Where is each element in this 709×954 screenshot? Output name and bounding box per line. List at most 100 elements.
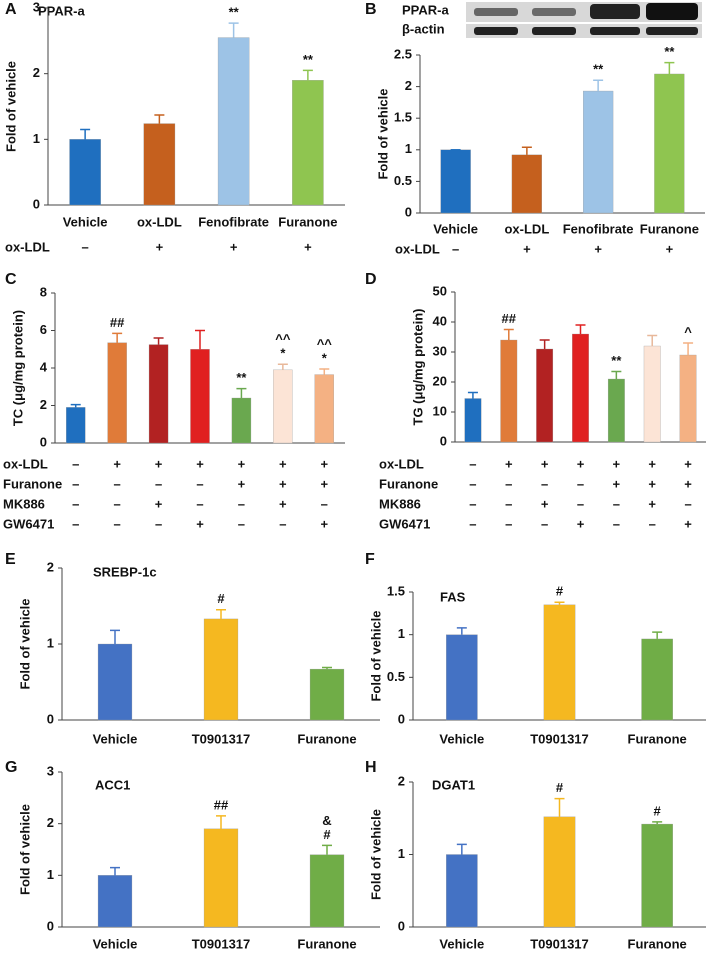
x-tick-label: Furanone [297, 731, 356, 746]
treatment-sign: – [469, 476, 476, 491]
treatment-name: ox-LDL [379, 456, 424, 471]
bar [97, 643, 133, 721]
y-axis-label: Fold of vehicle [368, 610, 383, 701]
treatment-name: ox-LDL [5, 239, 50, 254]
bar [641, 823, 673, 928]
bar [543, 604, 576, 721]
y-tick-label: 2 [47, 559, 54, 574]
significance-mark: ** [229, 5, 240, 20]
treatment-sign: – [505, 516, 512, 531]
y-tick-label: 2 [405, 78, 412, 93]
treatment-sign: – [505, 476, 512, 491]
treatment-sign: – [114, 496, 121, 511]
blot-band [590, 27, 640, 35]
y-tick-label: 20 [433, 373, 447, 388]
y-tick-label: 4 [40, 359, 48, 374]
treatment-sign: + [155, 496, 163, 511]
y-tick-label: 0.5 [394, 173, 412, 188]
treatment-sign: – [684, 496, 691, 511]
treatment-sign: + [113, 456, 121, 471]
blot-band [590, 4, 640, 19]
y-tick-label: 1 [405, 141, 412, 156]
y-tick-label: 30 [433, 343, 447, 358]
y-tick-label: 0 [47, 918, 54, 933]
treatment-sign: + [505, 456, 513, 471]
bar [654, 73, 685, 214]
panel-title: SREBP-1c [93, 564, 157, 579]
y-tick-label: 2 [40, 397, 47, 412]
bar [217, 37, 250, 206]
x-tick-label: Furanone [297, 936, 356, 951]
treatment-name: Furanone [3, 476, 62, 491]
treatment-name: ox-LDL [395, 241, 440, 256]
treatment-name: Furanone [379, 476, 438, 491]
x-tick-label: Vehicle [63, 214, 108, 229]
significance-mark: ^ [684, 324, 692, 339]
error-bar [228, 22, 239, 38]
treatment-sign: + [279, 496, 287, 511]
treatment-sign: + [648, 496, 656, 511]
error-bar [319, 368, 330, 375]
y-tick-label: 2 [47, 815, 54, 830]
treatment-sign: + [196, 516, 204, 531]
treatment-sign: + [230, 239, 238, 254]
treatment-sign: – [577, 476, 584, 491]
treatment-sign: – [196, 496, 203, 511]
treatment-sign: + [684, 516, 692, 531]
y-tick-label: 50 [433, 283, 447, 298]
treatment-sign: – [72, 496, 79, 511]
x-tick-label: T0901317 [530, 731, 589, 746]
error-bar [112, 332, 123, 343]
bar [607, 378, 625, 443]
bar [536, 348, 554, 443]
error-bar [154, 114, 165, 124]
bar [309, 668, 345, 721]
blot-band [646, 27, 698, 35]
treatment-sign: + [523, 241, 531, 256]
error-bar [153, 337, 164, 345]
error-bar [216, 815, 226, 829]
error-bar [195, 329, 205, 350]
treatment-sign: – [155, 516, 162, 531]
y-tick-label: 1.5 [394, 110, 412, 125]
treatment-sign: + [613, 476, 621, 491]
significance-mark: # [654, 803, 662, 818]
y-tick-label: 0 [398, 918, 405, 933]
bar [641, 638, 673, 721]
y-tick-label: 0 [405, 204, 412, 219]
panel-title: ACC1 [95, 777, 130, 792]
error-bar [277, 363, 288, 370]
error-bar [456, 843, 467, 855]
y-tick-label: 3 [47, 763, 54, 778]
significance-mark: ** [593, 62, 604, 77]
treatment-name: GW6471 [3, 516, 54, 531]
treatment-sign: + [155, 456, 163, 471]
error-bar [652, 631, 663, 639]
error-bar [503, 328, 514, 340]
treatment-sign: + [541, 496, 549, 511]
y-tick-label: 1 [398, 846, 405, 861]
blot-band [474, 27, 518, 35]
bar [143, 123, 176, 206]
panel-letter: A [5, 1, 17, 18]
treatment-sign: – [452, 241, 459, 256]
treatment-name: MK886 [3, 496, 45, 511]
x-tick-label: Vehicle [439, 731, 484, 746]
blot-label: PPAR-a [402, 2, 449, 17]
significance-mark: ** [664, 44, 675, 59]
treatment-sign: – [469, 496, 476, 511]
y-axis-label: TC (μg/mg protein) [10, 310, 25, 426]
error-bar [554, 797, 565, 817]
y-tick-label: 1 [398, 626, 405, 641]
significance-mark: # [556, 780, 564, 795]
treatment-sign: + [613, 456, 621, 471]
treatment-sign: – [238, 496, 245, 511]
x-tick-label: ox-LDL [137, 214, 182, 229]
panel-letter: B [365, 1, 377, 18]
treatment-sign: + [156, 239, 164, 254]
error-bar [216, 609, 226, 619]
bar [190, 349, 210, 444]
x-tick-label: Furanone [278, 214, 337, 229]
treatment-sign: + [684, 476, 692, 491]
error-bar [521, 146, 532, 155]
